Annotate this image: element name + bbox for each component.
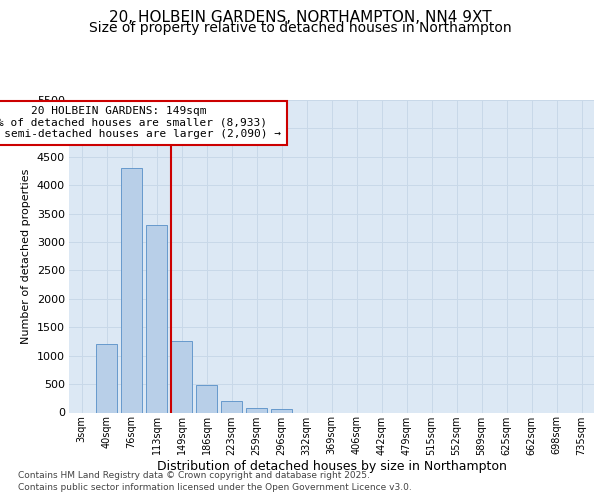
Y-axis label: Number of detached properties: Number of detached properties (21, 168, 31, 344)
Bar (271, 409, 292, 412)
Bar (196, 385, 217, 412)
Bar (171, 342, 192, 412)
Bar (121, 168, 142, 412)
Text: Size of property relative to detached houses in Northampton: Size of property relative to detached ho… (89, 21, 511, 35)
Bar (96, 344, 117, 412)
X-axis label: Distribution of detached houses by size in Northampton: Distribution of detached houses by size … (157, 460, 506, 473)
Text: Contains public sector information licensed under the Open Government Licence v3: Contains public sector information licen… (18, 484, 412, 492)
Text: Contains HM Land Registry data © Crown copyright and database right 2025.: Contains HM Land Registry data © Crown c… (18, 471, 370, 480)
Text: 20, HOLBEIN GARDENS, NORTHAMPTON, NN4 9XT: 20, HOLBEIN GARDENS, NORTHAMPTON, NN4 9X… (109, 10, 491, 25)
Bar (146, 225, 167, 412)
Text: 20 HOLBEIN GARDENS: 149sqm
← 81% of detached houses are smaller (8,933)
19% of s: 20 HOLBEIN GARDENS: 149sqm ← 81% of deta… (0, 106, 281, 140)
Bar (246, 408, 267, 412)
Bar (221, 401, 242, 412)
